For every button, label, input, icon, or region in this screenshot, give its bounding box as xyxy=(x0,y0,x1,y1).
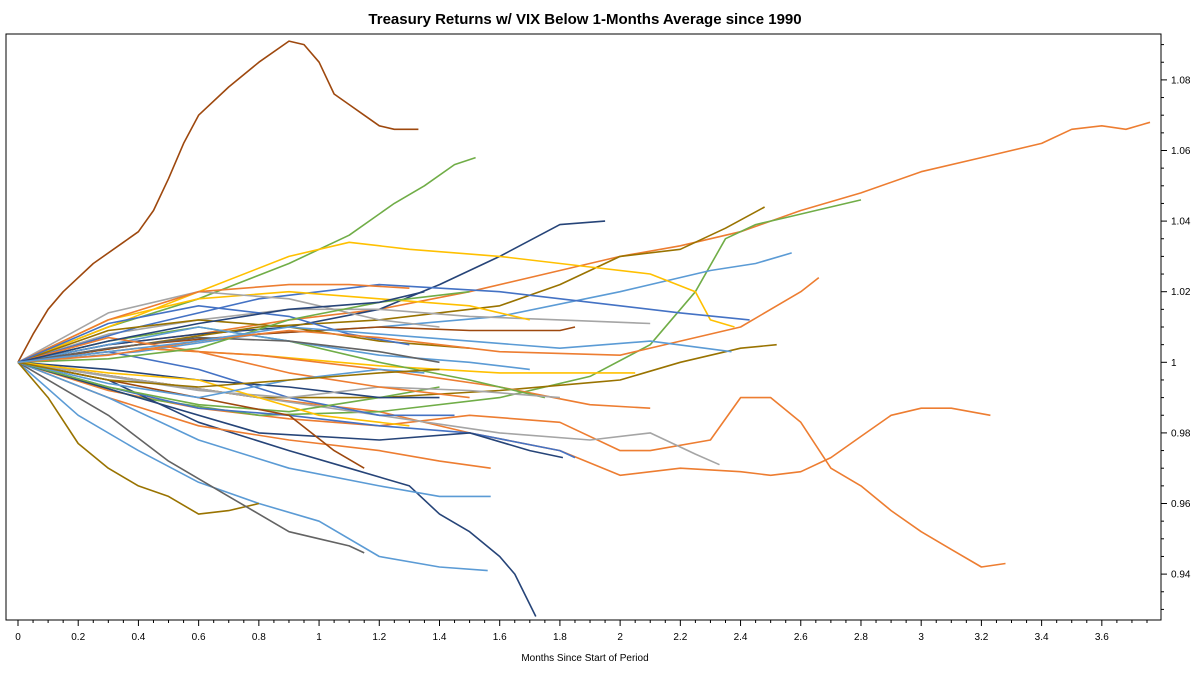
series-line-16 xyxy=(17,241,735,364)
series-line-28 xyxy=(17,290,440,364)
series-line-18 xyxy=(17,283,750,364)
series-line-1 xyxy=(17,40,419,363)
x-tick-label: 2.2 xyxy=(673,632,687,643)
series-line-25 xyxy=(17,361,491,498)
series-line-10 xyxy=(17,252,792,364)
y-tick-label: 0.98 xyxy=(1171,428,1191,439)
x-axis-label: Months Since Start of Period xyxy=(521,653,648,664)
x-tick-label: 2.8 xyxy=(854,632,868,643)
series-line-43 xyxy=(17,290,425,364)
series-line-42 xyxy=(17,361,425,399)
x-tick-label: 2.4 xyxy=(734,632,748,643)
series-line-3 xyxy=(17,361,1006,568)
x-tick-label: 2 xyxy=(617,632,623,643)
y-tick-label: 1.04 xyxy=(1171,217,1191,228)
y-tick-label: 1.02 xyxy=(1171,287,1191,298)
x-tick-label: 1.2 xyxy=(372,632,386,643)
y-tick-label: 0.94 xyxy=(1171,570,1191,581)
series-line-44 xyxy=(17,361,440,388)
y-tick-label: 1.08 xyxy=(1171,75,1191,86)
series-line-11 xyxy=(17,361,260,515)
x-tick-label: 0 xyxy=(15,632,21,643)
series-line-32 xyxy=(17,361,440,413)
series-line-39 xyxy=(17,336,470,399)
y-tick-label: 1.06 xyxy=(1171,146,1191,157)
x-tick-label: 1.4 xyxy=(433,632,447,643)
chart-title: Treasury Returns w/ VIX Below 1-Months A… xyxy=(368,11,801,28)
x-tick-label: 3.6 xyxy=(1095,632,1109,643)
x-tick-label: 2.6 xyxy=(794,632,808,643)
series-line-38 xyxy=(17,336,440,364)
x-tick-label: 1 xyxy=(316,632,322,643)
x-tick-label: 3.4 xyxy=(1035,632,1049,643)
x-tick-label: 3 xyxy=(918,632,924,643)
series-line-7 xyxy=(17,361,537,617)
x-tick-label: 0.8 xyxy=(252,632,266,643)
x-tick-label: 0.6 xyxy=(192,632,206,643)
series-line-45 xyxy=(17,276,820,364)
series-group xyxy=(17,40,1151,617)
series-line-6 xyxy=(17,199,862,417)
x-tick-label: 0.4 xyxy=(131,632,145,643)
series-line-36 xyxy=(17,361,560,399)
x-tick-label: 1.6 xyxy=(493,632,507,643)
series-line-37 xyxy=(17,361,410,427)
series-line-46 xyxy=(17,326,732,364)
x-tick-label: 3.2 xyxy=(974,632,988,643)
series-line-20 xyxy=(17,361,365,554)
x-axis: 0 0.2 0.4 0.6 0.8 1 1.2 1.4 1.6 1.8 2 2.2 2.4 2.6 2.8 3… xyxy=(15,620,1148,643)
y-axis: 0.94 0.96 0.98 1 1.02 1.04 1.06 1.08 xyxy=(1161,44,1191,610)
y-tick-label: 1 xyxy=(1171,358,1177,369)
y-tick-label: 0.96 xyxy=(1171,499,1191,510)
series-line-31 xyxy=(17,283,410,364)
x-tick-label: 1.8 xyxy=(553,632,567,643)
x-tick-label: 0.2 xyxy=(71,632,85,643)
series-line-26 xyxy=(17,361,564,459)
